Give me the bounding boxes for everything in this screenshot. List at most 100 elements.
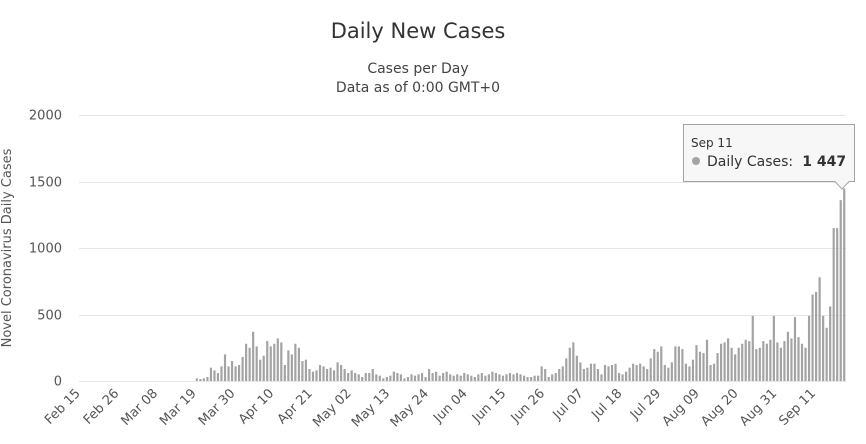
bar[interactable] — [755, 349, 758, 381]
bar[interactable] — [378, 375, 381, 381]
bar[interactable] — [322, 366, 325, 381]
bar[interactable] — [195, 378, 198, 381]
bar[interactable] — [508, 373, 512, 381]
bar[interactable] — [804, 347, 807, 381]
bar-series[interactable] — [195, 188, 846, 381]
bar[interactable] — [413, 375, 417, 381]
bar[interactable] — [424, 377, 427, 381]
bar[interactable] — [589, 363, 593, 381]
bar[interactable] — [628, 367, 631, 381]
bar[interactable] — [325, 369, 329, 381]
bar[interactable] — [262, 355, 265, 381]
bar[interactable] — [427, 369, 431, 381]
bar[interactable] — [730, 347, 733, 381]
bar[interactable] — [762, 341, 765, 381]
bar[interactable] — [515, 373, 519, 381]
bar[interactable] — [811, 294, 814, 381]
bar[interactable] — [266, 341, 269, 381]
bar[interactable] — [234, 366, 237, 381]
bar[interactable] — [720, 343, 723, 381]
bar[interactable] — [297, 347, 300, 381]
bar[interactable] — [241, 357, 244, 381]
bar[interactable] — [501, 375, 505, 381]
bar[interactable] — [621, 374, 624, 381]
bar[interactable] — [635, 365, 638, 381]
bar[interactable] — [776, 342, 779, 381]
bar[interactable] — [684, 363, 687, 381]
bar[interactable] — [639, 363, 642, 381]
bar[interactable] — [758, 347, 761, 381]
bar[interactable] — [371, 369, 374, 381]
bar[interactable] — [213, 370, 216, 381]
bar[interactable] — [223, 354, 227, 381]
bar[interactable] — [734, 354, 737, 381]
bar[interactable] — [519, 374, 522, 381]
bar[interactable] — [843, 188, 846, 381]
bar[interactable] — [442, 373, 445, 381]
bar[interactable] — [797, 337, 800, 381]
bar[interactable] — [625, 371, 628, 381]
bar[interactable] — [783, 341, 786, 381]
bar[interactable] — [677, 346, 680, 381]
bar[interactable] — [347, 373, 350, 381]
bar[interactable] — [456, 374, 459, 381]
bar[interactable] — [540, 366, 543, 381]
bar[interactable] — [498, 374, 501, 381]
bar[interactable] — [382, 378, 385, 381]
bar[interactable] — [199, 379, 202, 381]
bar[interactable] — [596, 369, 600, 381]
bar[interactable] — [617, 373, 621, 381]
bar[interactable] — [829, 306, 832, 381]
bar[interactable] — [364, 373, 367, 381]
bar[interactable] — [206, 377, 209, 381]
bar[interactable] — [537, 375, 540, 381]
bar[interactable] — [716, 353, 719, 381]
bar[interactable] — [551, 374, 554, 381]
bar[interactable] — [280, 342, 283, 381]
bar[interactable] — [512, 374, 515, 381]
bar[interactable] — [670, 362, 673, 381]
bar[interactable] — [582, 369, 585, 381]
bar[interactable] — [329, 367, 332, 381]
bar[interactable] — [494, 373, 498, 381]
bar[interactable] — [610, 365, 614, 381]
bar[interactable] — [765, 343, 768, 381]
bar[interactable] — [593, 363, 596, 381]
bar[interactable] — [385, 377, 388, 381]
bar[interactable] — [737, 347, 740, 381]
bar[interactable] — [417, 374, 420, 381]
bar[interactable] — [779, 347, 782, 381]
bar[interactable] — [660, 346, 663, 381]
bar[interactable] — [410, 374, 413, 381]
bar[interactable] — [304, 359, 308, 381]
bar[interactable] — [709, 365, 712, 381]
bar[interactable] — [276, 338, 279, 381]
bar[interactable] — [568, 347, 571, 381]
bar[interactable] — [491, 371, 494, 381]
bar[interactable] — [273, 343, 276, 381]
bar[interactable] — [259, 359, 262, 381]
bar[interactable] — [822, 315, 825, 381]
bar[interactable] — [438, 375, 441, 381]
bar[interactable] — [301, 361, 304, 381]
bar[interactable] — [406, 377, 410, 381]
bar[interactable] — [748, 341, 751, 381]
bar[interactable] — [558, 369, 561, 381]
bar[interactable] — [751, 315, 754, 381]
bar[interactable] — [449, 374, 452, 381]
bar[interactable] — [547, 377, 550, 381]
bar[interactable] — [705, 339, 709, 381]
bar[interactable] — [575, 355, 578, 381]
bar[interactable] — [653, 349, 656, 381]
bar[interactable] — [452, 375, 455, 381]
bar[interactable] — [691, 359, 695, 381]
bar[interactable] — [396, 373, 399, 381]
bar[interactable] — [825, 327, 828, 381]
bar[interactable] — [674, 346, 677, 381]
bar[interactable] — [473, 377, 476, 381]
bar[interactable] — [283, 365, 286, 381]
bar[interactable] — [744, 339, 747, 381]
bar[interactable] — [695, 345, 698, 381]
bar[interactable] — [642, 366, 645, 381]
bar[interactable] — [561, 366, 564, 381]
